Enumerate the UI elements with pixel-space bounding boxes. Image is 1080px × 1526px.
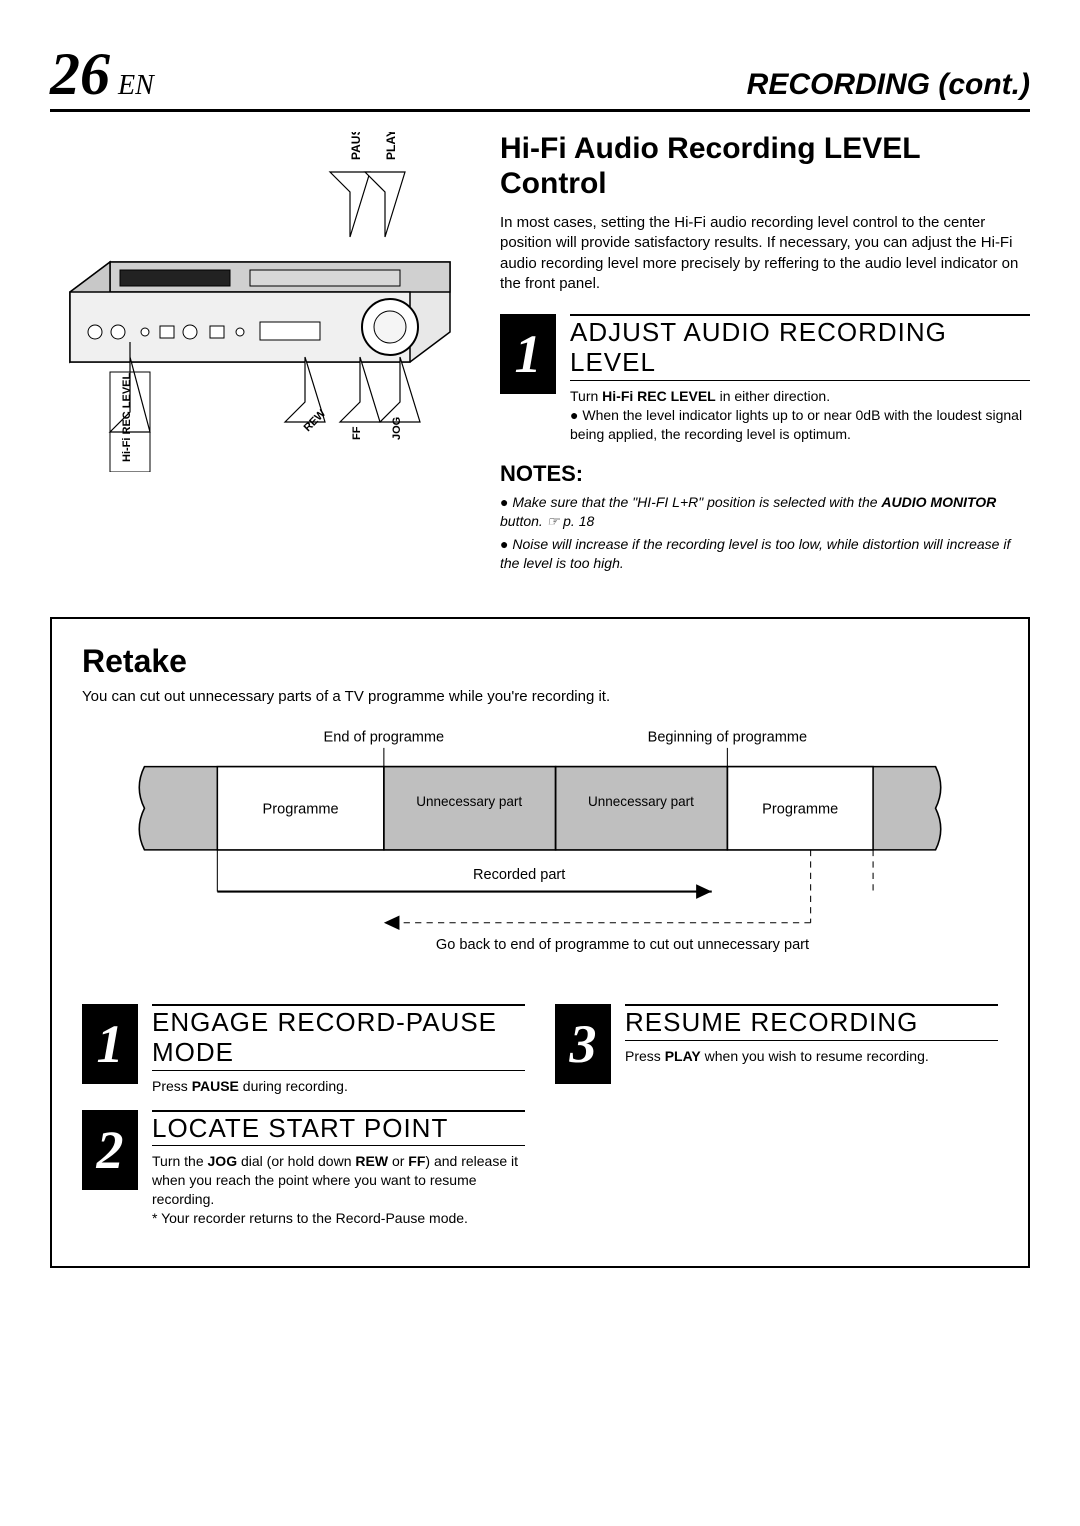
t: during recording. bbox=[239, 1078, 348, 1094]
step-number: 3 bbox=[555, 1004, 611, 1084]
label-ff: FF bbox=[351, 426, 363, 440]
vcr-diagram: PAUSE PLAY Hi-Fi REC LEVEL REW FF JOG bbox=[50, 132, 470, 472]
t: button. ☞ p. 18 bbox=[500, 513, 594, 529]
goback-label: Go back to end of programme to cut out u… bbox=[436, 937, 809, 953]
page-number-block: 26 EN bbox=[50, 40, 154, 109]
t: FF bbox=[408, 1153, 425, 1169]
tape-diagram: End of programme Beginning of programme … bbox=[82, 725, 998, 975]
begin-label: Beginning of programme bbox=[648, 730, 807, 746]
step-number-1: 1 bbox=[500, 314, 556, 394]
end-label: End of programme bbox=[324, 730, 445, 746]
recorded-label: Recorded part bbox=[473, 867, 565, 883]
t: PLAY bbox=[665, 1048, 701, 1064]
notes-title: NOTES: bbox=[500, 461, 1030, 487]
step1-heading: ENGAGE RECORD-PAUSE MODE bbox=[152, 1004, 525, 1071]
t: PAUSE bbox=[192, 1078, 239, 1094]
page-header: 26 EN RECORDING (cont.) bbox=[50, 40, 1030, 112]
note2: Noise will increase if the recording lev… bbox=[500, 535, 1030, 573]
step1-text: Press PAUSE during recording. bbox=[152, 1077, 525, 1096]
retake-steps: 1 ENGAGE RECORD-PAUSE MODE Press PAUSE d… bbox=[82, 1004, 998, 1242]
retake-step2: 2 LOCATE START POINT Turn the JOG dial (… bbox=[82, 1110, 525, 1228]
vcr-diagram-column: PAUSE PLAY Hi-Fi REC LEVEL REW FF JOG bbox=[50, 132, 470, 577]
step1-content: ENGAGE RECORD-PAUSE MODE Press PAUSE dur… bbox=[152, 1004, 525, 1096]
retake-desc: You can cut out unnecessary parts of a T… bbox=[82, 688, 998, 705]
step3-heading: RESUME RECORDING bbox=[625, 1004, 998, 1041]
step2-content: LOCATE START POINT Turn the JOG dial (or… bbox=[152, 1110, 525, 1228]
label-rec-level: Hi-Fi REC LEVEL bbox=[121, 372, 133, 462]
hifi-step1-heading: ADJUST AUDIO RECORDING LEVEL bbox=[570, 314, 1030, 381]
hifi-step1-text: Turn Hi-Fi REC LEVEL in either direction… bbox=[570, 387, 1030, 444]
page-number: 26 bbox=[50, 41, 110, 107]
t: dial (or hold down bbox=[237, 1153, 355, 1169]
t: Make sure that the "HI-FI L+R" position … bbox=[512, 494, 881, 510]
retake-title: Retake bbox=[82, 643, 998, 680]
right-col: 3 RESUME RECORDING Press PLAY when you w… bbox=[555, 1004, 998, 1242]
t: in either direction. bbox=[716, 388, 830, 404]
t: AUDIO MONITOR bbox=[881, 494, 996, 510]
note1: Make sure that the "HI-FI L+R" position … bbox=[500, 493, 1030, 531]
t: when you wish to resume recording. bbox=[701, 1048, 929, 1064]
retake-step1: 1 ENGAGE RECORD-PAUSE MODE Press PAUSE d… bbox=[82, 1004, 525, 1096]
t: Press bbox=[152, 1078, 192, 1094]
top-section: PAUSE PLAY Hi-Fi REC LEVEL REW FF JOG Hi… bbox=[50, 132, 1030, 577]
hifi-step1: 1 ADJUST AUDIO RECORDING LEVEL Turn Hi-F… bbox=[500, 314, 1030, 447]
hifi-title: Hi-Fi Audio Recording LEVEL Control bbox=[500, 132, 1030, 201]
retake-step3: 3 RESUME RECORDING Press PLAY when you w… bbox=[555, 1004, 998, 1084]
hifi-step1-bullets: When the level indicator lights up to or… bbox=[570, 406, 1030, 444]
step2-note: * Your recorder returns to the Record-Pa… bbox=[152, 1209, 525, 1228]
notes-list: Make sure that the "HI-FI L+R" position … bbox=[500, 493, 1030, 573]
header-title: RECORDING (cont.) bbox=[747, 68, 1030, 102]
step-number: 2 bbox=[82, 1110, 138, 1190]
t: JOG bbox=[208, 1153, 238, 1169]
step3-text: Press PLAY when you wish to resume recor… bbox=[625, 1047, 998, 1066]
hifi-step1-content: ADJUST AUDIO RECORDING LEVEL Turn Hi-Fi … bbox=[570, 314, 1030, 447]
hifi-para: In most cases, setting the Hi-Fi audio r… bbox=[500, 213, 1030, 294]
label-pause: PAUSE bbox=[349, 132, 363, 160]
prog2: Programme bbox=[762, 801, 838, 817]
hifi-content: Hi-Fi Audio Recording LEVEL Control In m… bbox=[500, 132, 1030, 577]
step2-text: Turn the JOG dial (or hold down REW or F… bbox=[152, 1152, 525, 1228]
step-number: 1 bbox=[82, 1004, 138, 1084]
retake-box: Retake You can cut out unnecessary parts… bbox=[50, 617, 1030, 1268]
label-jog: JOG bbox=[391, 417, 403, 440]
t: REW bbox=[355, 1153, 388, 1169]
page-lang: EN bbox=[118, 70, 154, 101]
t: Press bbox=[625, 1048, 665, 1064]
t: or bbox=[388, 1153, 408, 1169]
unnec2: Unnecessary part bbox=[588, 794, 694, 809]
prog1: Programme bbox=[263, 801, 339, 817]
t: Turn the bbox=[152, 1153, 208, 1169]
unnec1: Unnecessary part bbox=[416, 794, 522, 809]
t: Hi-Fi REC LEVEL bbox=[602, 388, 716, 404]
label-play: PLAY bbox=[384, 132, 398, 160]
bullet: When the level indicator lights up to or… bbox=[570, 406, 1030, 444]
step3-content: RESUME RECORDING Press PLAY when you wis… bbox=[625, 1004, 998, 1066]
left-col: 1 ENGAGE RECORD-PAUSE MODE Press PAUSE d… bbox=[82, 1004, 525, 1242]
step2-heading: LOCATE START POINT bbox=[152, 1110, 525, 1147]
t: Turn bbox=[570, 388, 602, 404]
